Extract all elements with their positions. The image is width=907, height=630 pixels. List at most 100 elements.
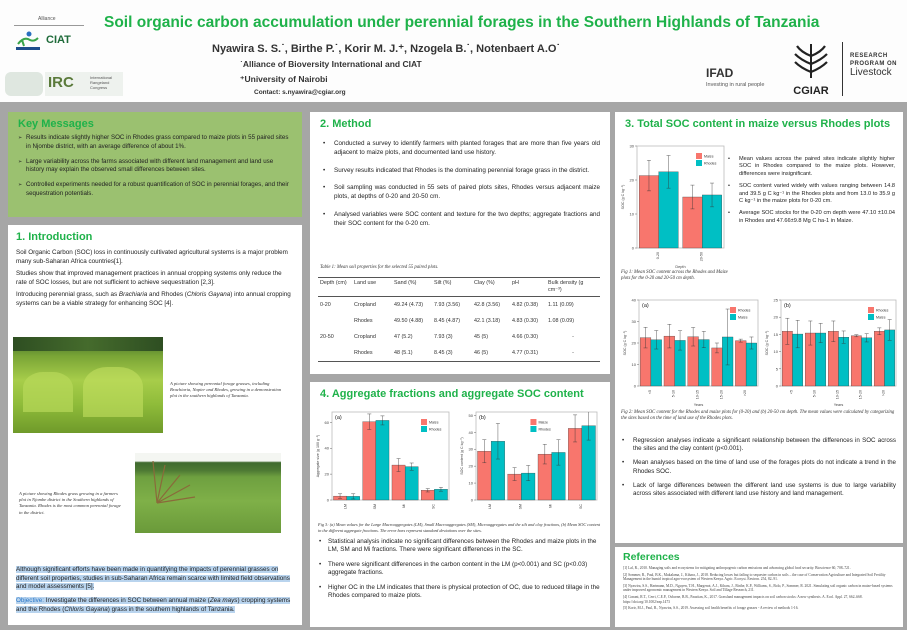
y-tick-label: 0 xyxy=(471,498,474,503)
cell-sand: 48 (5.1) xyxy=(392,345,432,362)
bar xyxy=(745,342,757,387)
aggregates-item: Statistical analysis indicate no signifi… xyxy=(318,538,603,555)
soil-properties-table: Depth (cm) Land use Sand (%) Silt (%) Cl… xyxy=(318,277,600,362)
poster-title: Soil organic carbon accumulation under p… xyxy=(104,14,820,31)
y-tick-label: 20 xyxy=(325,472,330,477)
photo1-caption: A picture showing perennial forage grass… xyxy=(170,381,282,399)
legend-label: Rhodes xyxy=(429,428,442,432)
method-panel: 2. Method Conducted a survey to identify… xyxy=(310,112,610,374)
irc-logo: IRC International Rangeland Congress xyxy=(45,72,123,96)
y-axis-label: SOC content (g C kg⁻¹) xyxy=(460,437,464,474)
bar xyxy=(711,347,723,387)
y-tick-label: 0 xyxy=(632,246,635,251)
method-title: 2. Method xyxy=(320,118,372,130)
poster-header: Alliance CIAT IRC International Rangelan… xyxy=(0,0,907,102)
legend-swatch xyxy=(530,419,537,425)
total-soc-item: Mean values across the paired sites indi… xyxy=(727,156,895,178)
text-fragment: ) into annual cropping systems can be a … xyxy=(16,291,291,307)
cgiar-wheat-icon xyxy=(794,44,828,78)
rhodes-grass-photo xyxy=(135,343,281,423)
intro-paragraph-4: Although significant efforts have been m… xyxy=(16,566,294,592)
y-tick-label: 10 xyxy=(630,212,635,217)
species-brachiaria: Brachiaria xyxy=(118,291,148,298)
x-tick-label: >20 xyxy=(882,390,886,396)
legend-label: Rhodes xyxy=(704,162,717,166)
x-tick-label: 0-20 xyxy=(656,252,660,259)
contact-email: Contact: s.nyawira@cgiar.org xyxy=(254,89,346,96)
y-tick-label: 30 xyxy=(632,319,637,324)
table-header-row: Depth (cm) Land use Sand (%) Silt (%) Cl… xyxy=(318,277,600,297)
total-soc-item: SOC content varied widely with values ra… xyxy=(727,183,895,205)
fig3a-aggregate-size-chart: 0 20 40 60 Aggregate size (g 100 g⁻¹) LM SM Mi S… xyxy=(316,411,450,509)
y-tick-label: 10 xyxy=(774,349,779,354)
aggregates-item: Higher OC in the LM indicates that there… xyxy=(318,584,603,601)
y-tick-label: 15 xyxy=(774,332,779,337)
table-row: 0-20 Cropland 49.24 (4.73) 7.93 (3.56) 4… xyxy=(318,297,600,314)
legend-label: Maize xyxy=(876,316,886,320)
table-row: Rhodes 48 (5.1) 8.45 (3) 46 (5) 4.77 (0.… xyxy=(318,345,600,362)
reference-item: [3] Nyawira, S.S., Hartmann, M.D., Nguye… xyxy=(623,583,893,593)
cell-ph: 4.82 (0.38) xyxy=(512,302,539,308)
x-tick-label: LM xyxy=(488,504,492,509)
aggregates-title: 4. Aggregate fractions and aggregate SOC… xyxy=(320,388,584,400)
total-soc-item: Mean analyses based on the time of land … xyxy=(621,459,896,475)
chart-panel-label: (a) xyxy=(642,303,649,309)
highlighted-text: Although significant efforts have been m… xyxy=(16,566,290,590)
y-tick-label: 0 xyxy=(634,384,637,389)
column-header: Bulk density (g cm⁻³) xyxy=(546,277,600,297)
y-tick-label: 40 xyxy=(325,446,330,451)
intro-paragraph-1: Soil Organic Carbon (SOC) loss in contin… xyxy=(16,249,288,265)
cell-bulk-density: 1.11 (0.09) xyxy=(548,302,574,308)
key-message-item: Large variability across the farms assoc… xyxy=(18,158,292,176)
legend-swatch xyxy=(696,160,702,166)
column-header: Depth (cm) xyxy=(318,277,352,297)
x-axis-label: Depth xyxy=(675,265,685,269)
total-soc-item: Average SOC stocks for the 0-20 cm depth… xyxy=(727,210,895,225)
crp-line2: PROGRAM ON xyxy=(850,61,897,67)
y-axis-label: Aggregate size (g 100 g⁻¹) xyxy=(316,435,320,477)
total-soc-title: 3. Total SOC content in maize versus Rho… xyxy=(625,118,891,130)
photo2-caption: A picture showing Rhodes grass growing i… xyxy=(19,491,121,515)
key-messages-title: Key Messages xyxy=(18,118,94,130)
cell-silt: 7.93 (3) xyxy=(434,334,453,340)
text-fragment: Investigate the differences in SOC betwe… xyxy=(44,597,210,604)
legend-swatch xyxy=(868,307,874,313)
irc-logo-text: IRC xyxy=(48,74,74,91)
text-fragment: and Rhodes ( xyxy=(147,291,187,298)
table-row: Rhodes 49.50 (4.88) 8.45 (4.87) 42.1 (3.… xyxy=(318,313,600,329)
y-tick-label: 10 xyxy=(632,362,637,367)
text-fragment: Introducing perennial grass, such as xyxy=(16,291,119,298)
authors: Nyawira S. S.˙, Birthe P.˙, Korir M. J.⁺… xyxy=(212,43,561,55)
bar xyxy=(851,335,862,387)
method-list: Conducted a survey to identify farmers w… xyxy=(320,140,600,229)
cell-depth xyxy=(318,345,352,362)
y-tick-label: 20 xyxy=(469,464,474,469)
bar xyxy=(404,466,419,501)
aggregates-item: There were significant differences in th… xyxy=(318,561,603,578)
ifad-tagline: Investing in rural people xyxy=(706,82,765,88)
x-tick-label: <5 xyxy=(790,390,794,394)
livestock-crp-logo: RESEARCH PROGRAM ON Livestock xyxy=(850,52,897,78)
rhodes-grass-photo-image xyxy=(135,453,281,533)
y-axis-label: SOC (g C kg⁻¹) xyxy=(621,185,625,210)
x-axis-label: Years xyxy=(694,403,704,407)
method-item: Survey results indicated that Rhodes is … xyxy=(320,167,600,176)
bar xyxy=(375,420,390,501)
y-tick-label: 25 xyxy=(774,298,779,303)
y-tick-label: 20 xyxy=(632,341,637,346)
x-tick-label: <5 xyxy=(648,390,652,394)
bioversity-logo-icon xyxy=(16,31,40,50)
intro-paragraph-3: Introducing perennial grass, such as Bra… xyxy=(16,291,294,308)
cell-bulk-density: - xyxy=(572,334,574,340)
plot-area xyxy=(331,411,450,501)
cell-clay: 45 (5) xyxy=(474,334,489,340)
grass-seedhead-icon xyxy=(152,460,196,504)
column-header: Sand (%) xyxy=(392,277,432,297)
cell-bulk-density: 1.08 (0.09) xyxy=(548,318,575,324)
chart-panel-label: (a) xyxy=(335,415,342,421)
key-message-item: Controlled experiments needed for a robu… xyxy=(18,181,292,199)
logo-divider xyxy=(14,25,84,26)
x-tick-label: SC xyxy=(579,504,583,509)
introduction-panel: 1. Introduction Soil Organic Carbon (SOC… xyxy=(8,225,302,625)
fig3b-aggregate-soc-chart: 0 10 20 30 40 50 SOC content (g C kg⁻¹) LM SM Mi S… xyxy=(460,411,598,509)
